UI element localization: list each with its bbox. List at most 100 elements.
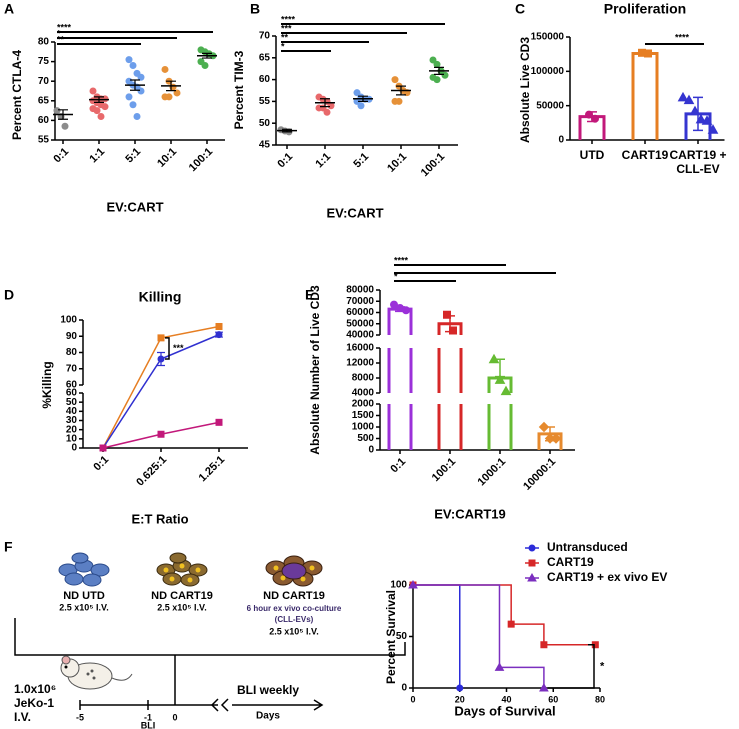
marker <box>449 326 457 335</box>
y-tick-label: 100000 <box>531 66 565 77</box>
sig-label: * <box>281 41 285 51</box>
marker <box>488 353 500 364</box>
x-tick-label: 0:1 <box>51 146 71 166</box>
step-line <box>413 584 596 646</box>
dot <box>53 107 61 115</box>
x-axis-label: EV:CART19 <box>434 506 506 521</box>
marker <box>215 418 223 426</box>
mouse <box>60 655 133 690</box>
marker <box>540 641 548 649</box>
sig-label: **** <box>394 255 409 265</box>
y-tick-label: 1500 <box>352 410 375 421</box>
bar <box>387 348 413 393</box>
x-tick-label-box: UTD <box>580 148 605 162</box>
group-title: ND UTD <box>63 590 105 602</box>
bar <box>437 404 463 450</box>
sig-label: **** <box>57 22 72 32</box>
y-tick-label: 40000 <box>346 330 374 341</box>
marker <box>707 124 719 134</box>
sem-bar <box>58 109 68 120</box>
timeline-label: -5 <box>76 712 84 722</box>
sig-label: * <box>600 660 605 672</box>
dot <box>101 103 109 111</box>
y-tick-label: 0 <box>558 135 564 146</box>
dot <box>133 112 141 120</box>
sig-bracket <box>165 337 170 360</box>
x-tick-label-box: CART19 + CLL-EV <box>669 148 727 176</box>
group-note: 6 hour ex vivo co-culture <box>247 604 342 613</box>
cells-cart19 <box>156 552 208 587</box>
y-tick-label: 55 <box>38 135 50 146</box>
y-tick-label: 65 <box>259 52 271 63</box>
y-axis-label: Percent TIM-3 <box>232 50 246 129</box>
panel-letter: D <box>4 287 14 303</box>
x-tick-label: CART19 + CLL-EV <box>669 148 727 176</box>
group-note: (CLL-EVs) <box>275 615 314 624</box>
panel-letter: F <box>4 539 13 555</box>
sem-bar <box>202 52 212 59</box>
y-tick-label: 0 <box>71 443 77 454</box>
dot <box>357 102 365 110</box>
legend-label: Untransduced <box>547 540 628 554</box>
y-tick-label: 40 <box>66 406 78 417</box>
y-tick-label: 100 <box>60 315 77 326</box>
y-tick-label: 50000 <box>536 100 564 111</box>
marker <box>500 385 512 396</box>
y-axis-label: Percent Survival <box>384 590 398 684</box>
bar <box>437 348 463 393</box>
x-tick-label: 80 <box>595 694 605 704</box>
y-tick-label: 150000 <box>531 32 565 43</box>
bar <box>631 51 659 140</box>
dot <box>201 62 209 70</box>
x-axis-label: E:T Ratio <box>131 511 188 526</box>
y-tick-label: 16000 <box>346 343 374 354</box>
timeline-arrow <box>232 699 324 711</box>
sem-bar <box>94 96 104 103</box>
x-tick-label: 1:1 <box>313 151 333 171</box>
y-tick-label: 45 <box>259 140 271 151</box>
dot <box>323 108 331 116</box>
marker <box>689 105 701 116</box>
tumor-line: JeKo-1 <box>14 696 54 710</box>
y-tick-label: 75 <box>38 56 50 67</box>
y-axis-label: Percent CTLA-4 <box>10 50 24 140</box>
dot <box>97 112 105 120</box>
y-tick-label: 50 <box>259 118 271 129</box>
dot <box>137 87 145 95</box>
marker <box>538 421 550 433</box>
dot <box>391 76 399 84</box>
sem-bar <box>282 128 292 133</box>
tumor-route: I.V. <box>14 710 31 724</box>
marker <box>215 323 223 330</box>
legend-label: CART19 + ex vivo EV <box>547 570 667 584</box>
dot <box>93 107 101 115</box>
marker <box>494 374 506 384</box>
marker <box>402 306 410 315</box>
bar <box>487 404 513 450</box>
marker <box>644 49 652 58</box>
y-tick-label: 50 <box>66 397 78 408</box>
dot <box>173 89 181 97</box>
x-tick-label: 10:1 <box>155 146 179 170</box>
y-axis-label: Absolute Live CD3 <box>518 37 532 143</box>
tumor-dose: 1.0x10⁶ <box>14 682 56 696</box>
x-tick-label: 5:1 <box>351 151 371 171</box>
sem-bar <box>358 95 368 102</box>
sig-label: **** <box>281 14 296 24</box>
x-axis-label: EV:CART <box>106 199 163 214</box>
y-tick-label: 60 <box>66 380 78 391</box>
dot <box>433 76 441 84</box>
y-tick-label: 65 <box>38 95 50 106</box>
y-axis-label: %Killing <box>40 361 54 408</box>
sem-bar <box>320 98 330 108</box>
days-label: Days <box>256 711 280 722</box>
marker <box>585 110 593 119</box>
legend-label: CART19 <box>547 555 594 569</box>
y-tick-label: 70 <box>259 31 271 42</box>
x-axis-label: Days of Survival <box>454 703 555 718</box>
marker <box>157 334 165 342</box>
y-tick-label: 12000 <box>346 358 374 369</box>
x-tick-label: 10000:1 <box>521 456 558 493</box>
x-tick-label: 1:1 <box>87 146 107 166</box>
x-tick-label: 0:1 <box>388 456 408 476</box>
